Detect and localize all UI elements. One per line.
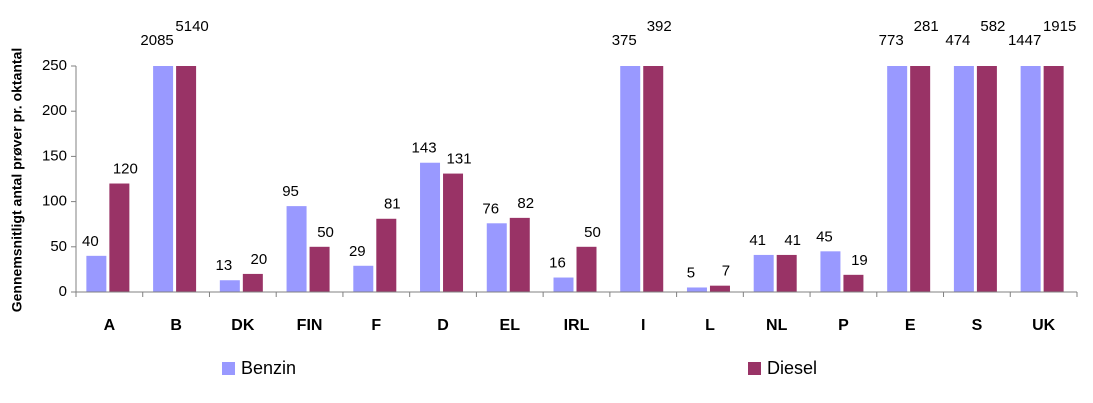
x-tick-label: B — [170, 317, 182, 334]
data-label: 50 — [584, 224, 601, 241]
bar — [643, 66, 664, 293]
bar — [843, 274, 864, 292]
x-tick-label: UK — [1032, 317, 1056, 334]
y-tick-label: 50 — [50, 238, 67, 255]
data-label: 29 — [349, 243, 366, 260]
y-tick-label: 150 — [42, 147, 67, 164]
x-tick-label: D — [437, 317, 449, 334]
y-tick-label: 0 — [59, 283, 67, 300]
y-tick-label: 200 — [42, 102, 67, 119]
bar — [286, 206, 307, 292]
bar — [753, 254, 774, 292]
bar — [910, 66, 931, 293]
data-label: 392 — [647, 18, 672, 35]
x-tick-label: I — [641, 317, 645, 334]
x-tick-label: S — [972, 317, 983, 334]
y-tick-label: 250 — [42, 57, 67, 74]
data-label: 474 — [945, 32, 970, 49]
data-label: 40 — [82, 233, 99, 250]
bar — [887, 66, 908, 292]
data-label: 582 — [980, 18, 1005, 35]
legend-swatch — [222, 362, 235, 375]
data-label: 143 — [412, 140, 437, 157]
bar — [153, 66, 174, 292]
data-label: 45 — [816, 228, 833, 245]
bar — [176, 66, 197, 292]
data-label: 82 — [517, 195, 534, 212]
data-label: 5140 — [175, 18, 208, 35]
data-label: 13 — [215, 257, 232, 274]
bar — [353, 265, 374, 292]
bar — [553, 277, 574, 292]
x-tick-label: FIN — [297, 317, 323, 334]
bar — [686, 287, 707, 292]
x-tick-label: DK — [231, 317, 255, 334]
y-axis-label: Gennemsnitligt antal prøver pr. oktantal — [9, 48, 25, 313]
data-label: 5 — [687, 264, 695, 281]
data-label: 95 — [282, 183, 299, 200]
bar — [953, 66, 974, 292]
data-label: 2085 — [140, 32, 173, 49]
legend-label: Diesel — [767, 358, 817, 378]
data-label: 16 — [549, 255, 566, 272]
data-label: 20 — [250, 251, 267, 268]
data-label: 41 — [784, 232, 801, 249]
legend-swatch — [748, 362, 761, 375]
bar — [420, 162, 441, 292]
data-label: 375 — [612, 32, 637, 49]
data-label: 1915 — [1043, 18, 1076, 35]
bar — [242, 273, 263, 292]
bar — [976, 66, 997, 292]
y-tick-label: 100 — [42, 193, 67, 210]
bar — [1020, 66, 1041, 292]
bar — [219, 280, 240, 292]
x-tick-label: P — [838, 317, 849, 334]
data-label: 50 — [317, 224, 334, 241]
legend-label: Benzin — [241, 358, 296, 378]
bar — [776, 254, 797, 292]
bar — [376, 218, 397, 292]
bar — [109, 183, 130, 292]
data-label: 773 — [879, 32, 904, 49]
x-tick-label: A — [104, 317, 116, 334]
data-label: 81 — [384, 196, 401, 213]
data-label: 19 — [851, 252, 868, 269]
bar — [309, 246, 330, 292]
x-tick-label: NL — [766, 317, 788, 334]
bar — [576, 246, 597, 292]
bar — [709, 285, 730, 292]
bar — [509, 217, 530, 292]
bar — [620, 66, 641, 292]
data-label: 1447 — [1008, 32, 1041, 49]
bar — [486, 223, 507, 292]
x-tick-label: F — [371, 317, 381, 334]
data-label: 131 — [447, 151, 472, 168]
x-tick-label: L — [705, 317, 715, 334]
bar — [820, 251, 841, 292]
bar — [443, 173, 464, 292]
x-tick-label: E — [905, 317, 916, 334]
x-tick-label: EL — [500, 317, 521, 334]
data-label: 120 — [113, 160, 138, 177]
bar — [86, 255, 107, 292]
bar — [1043, 66, 1064, 292]
data-label: 7 — [722, 263, 730, 280]
data-label: 76 — [482, 200, 499, 217]
x-tick-label: IRL — [564, 317, 590, 334]
data-label: 281 — [914, 18, 939, 35]
data-label: 41 — [749, 232, 766, 249]
